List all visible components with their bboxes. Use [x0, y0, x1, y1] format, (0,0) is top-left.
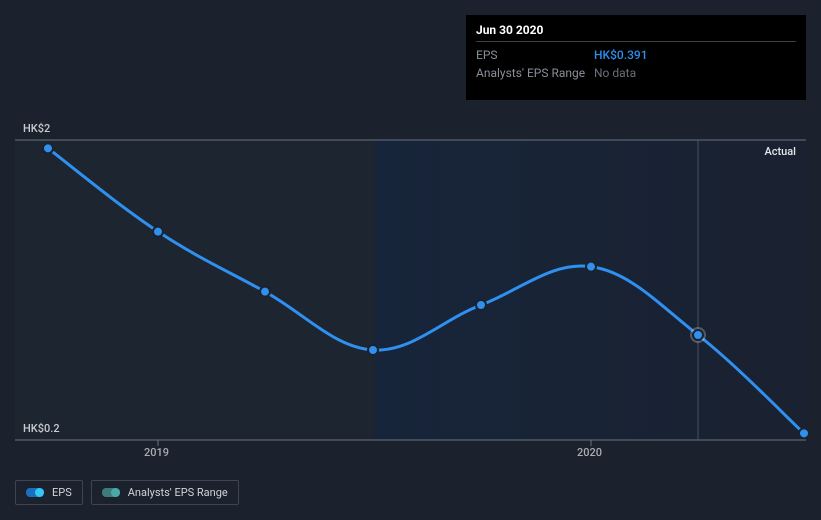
x-axis-tick: 2019 — [144, 446, 169, 459]
chart-legend: EPS Analysts' EPS Range — [15, 480, 239, 505]
tooltip-row-range: Analysts' EPS Range No data — [476, 64, 796, 82]
tooltip-value: No data — [594, 64, 796, 82]
legend-label: EPS — [52, 486, 72, 499]
legend-item-range[interactable]: Analysts' EPS Range — [91, 480, 239, 505]
eps-chart-container: Jun 30 2020 EPS HK$0.391 Analysts' EPS R… — [0, 0, 821, 520]
tooltip-value: HK$0.391 — [594, 46, 796, 64]
y-axis-tick-bottom: HK$0.2 — [23, 422, 60, 435]
legend-label: Analysts' EPS Range — [128, 486, 228, 499]
chart-tooltip: Jun 30 2020 EPS HK$0.391 Analysts' EPS R… — [466, 15, 806, 100]
tooltip-row-eps: EPS HK$0.391 — [476, 46, 796, 64]
tooltip-label: Analysts' EPS Range — [476, 64, 594, 82]
legend-item-eps[interactable]: EPS — [15, 480, 83, 505]
y-axis-tick-top: HK$2 — [23, 122, 50, 135]
legend-swatch-icon — [102, 488, 120, 497]
x-axis-tick: 2020 — [577, 446, 602, 459]
legend-swatch-icon — [26, 488, 44, 497]
actual-region-label: Actual — [764, 145, 796, 158]
tooltip-date: Jun 30 2020 — [476, 23, 796, 42]
tooltip-label: EPS — [476, 46, 594, 64]
